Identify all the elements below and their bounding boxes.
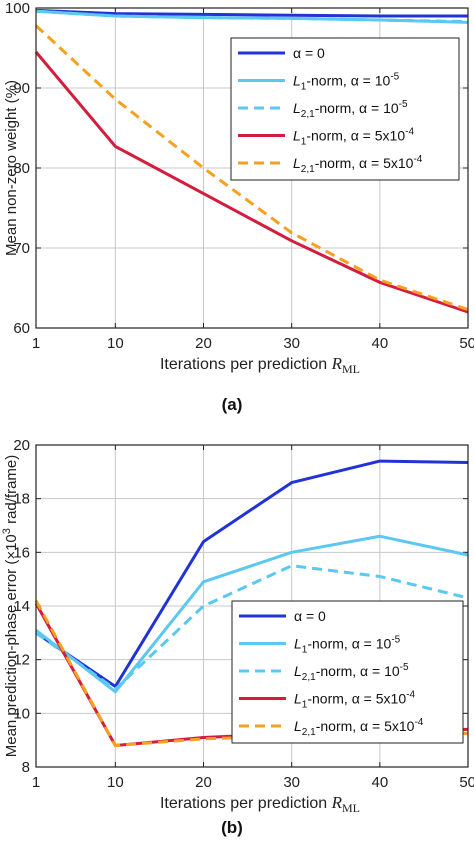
series-line-0 xyxy=(35,459,469,688)
y-tick-label: 100 xyxy=(5,0,30,17)
y-tick-label: 18 xyxy=(13,491,30,508)
legend: α = 0 L1-norm, α = 10-5 L2,1-norm, α = 10-… xyxy=(230,37,460,181)
x-tick-label: 1 xyxy=(32,774,40,791)
legend-label-0: α = 0 xyxy=(293,45,325,61)
legend-label-1: L1-norm, α = 10-5 xyxy=(293,72,400,93)
x-tick-label: 1 xyxy=(32,335,40,352)
chart-panel-a: 1 10 20 30 40 50 60 70 80 90 100 Iterations per pre… xyxy=(3,0,474,414)
legend-label-1: L1-norm, α = 10-5 xyxy=(294,635,401,656)
x-tick-label: 10 xyxy=(107,335,124,352)
y-tick-label: 16 xyxy=(13,544,30,561)
series-line-2 xyxy=(35,564,469,691)
y-tick-label: 8 xyxy=(22,759,30,776)
legend-label-2: L2,1-norm, α = 10-5 xyxy=(294,662,409,683)
series-line-3 xyxy=(34,51,469,314)
x-tick-label: 50 xyxy=(459,335,474,352)
series-line-0 xyxy=(35,8,468,18)
y-tick-label: 10 xyxy=(13,705,30,722)
legend-label-3: L1-norm, α = 5x10-4 xyxy=(293,127,414,148)
x-tick-label: 40 xyxy=(371,335,388,352)
x-tick-label: 30 xyxy=(283,335,300,352)
x-tick-label: 20 xyxy=(195,774,212,791)
y-tick-label: 90 xyxy=(13,80,30,97)
y-tick-label: 20 xyxy=(13,437,30,454)
axes-box xyxy=(35,7,469,329)
y-tick-label: 14 xyxy=(13,598,30,615)
chart-panel-b: 1 10 20 30 40 50 8 10 12 14 16 18 20 Iterations per p… xyxy=(1,437,474,837)
x-tick-label: 50 xyxy=(459,774,474,791)
x-axis-label: Iterations per prediction RML xyxy=(160,354,360,376)
y-axis-label: Mean prediction-phase error (×103 rad/fr… xyxy=(1,455,20,758)
panel-caption: (b) xyxy=(221,818,243,837)
legend-label-4: L2,1-norm, α = 5x10-4 xyxy=(293,154,423,175)
series-line-4 xyxy=(34,24,469,312)
y-tick-label: 60 xyxy=(13,320,30,337)
legend-label-2: L2,1-norm, α = 10-5 xyxy=(293,99,408,120)
legend-label-3: L1-norm, α = 5x10-4 xyxy=(294,690,415,711)
x-tick-label: 10 xyxy=(107,774,124,791)
y-tick-label: 12 xyxy=(13,652,30,669)
legend-label-4: L2,1-norm, α = 5x10-4 xyxy=(294,717,424,738)
x-tick-label: 30 xyxy=(283,774,300,791)
x-tick-label: 20 xyxy=(195,335,212,352)
x-axis-label: Iterations per prediction RML xyxy=(160,793,360,815)
legend-box xyxy=(231,600,464,744)
axes-box xyxy=(35,444,469,768)
x-tick-label: 40 xyxy=(371,774,388,791)
legend-box xyxy=(230,37,460,181)
panel-caption: (a) xyxy=(222,395,243,414)
legend-label-0: α = 0 xyxy=(294,608,326,624)
y-tick-label: 70 xyxy=(13,240,30,257)
y-tick-label: 80 xyxy=(13,160,30,177)
legend: α = 0 L1-norm, α = 10-5 L2,1-norm, α = 10-… xyxy=(231,600,464,744)
y-axis-label: Mean non-zero weight (%) xyxy=(3,80,20,256)
series-line-2 xyxy=(35,9,469,24)
